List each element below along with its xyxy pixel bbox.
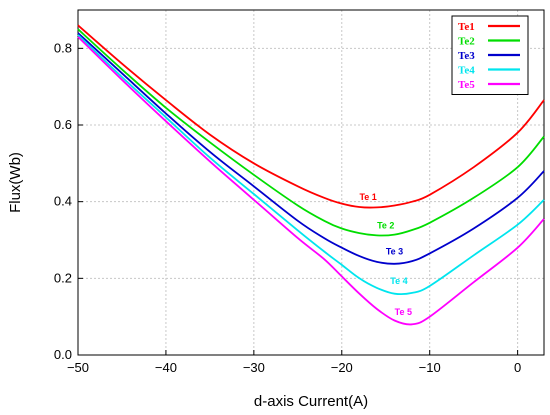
y-tick-label: 0.0: [54, 347, 72, 362]
series-line-te5: [77, 36, 545, 326]
x-tick-label: −50: [67, 360, 89, 375]
y-tick-label: 0.8: [54, 40, 72, 55]
x-tick-label: −20: [331, 360, 353, 375]
series-line-te1: [77, 24, 545, 209]
legend-label: Te1: [458, 21, 475, 33]
x-tick-label: −10: [419, 360, 441, 375]
y-tick-label: 0.2: [54, 270, 72, 285]
legend-label: Te3: [458, 50, 475, 62]
y-axis-label: Flux(Wb): [7, 152, 24, 213]
legend-label: Te2: [458, 36, 475, 48]
y-tick-label: 0.4: [54, 194, 72, 209]
x-tick-label: 0: [514, 360, 521, 375]
annotation-label: Te 3: [386, 247, 403, 257]
annotation-label: Te 2: [377, 221, 394, 231]
series-group: [77, 24, 545, 326]
x-tick-label: −30: [243, 360, 265, 375]
annotations: Te 1 Te 2 Te 3 Te 4 Te 5: [359, 192, 412, 317]
legend: Te1 Te2 Te3 Te4 Te5: [451, 15, 529, 95]
y-tick-label: 0.6: [54, 117, 72, 132]
annotation-label: Te 1: [359, 192, 376, 202]
annotation-label: Te 4: [390, 276, 407, 286]
series-line-te2: [77, 28, 545, 237]
plot-frame: [77, 9, 545, 356]
legend-label: Te5: [458, 79, 475, 91]
x-tick-label: −40: [155, 360, 177, 375]
axis-ticks: −50 −40 −30 −20 −10 0 0.0 0.2 0.4 0.6 0.8: [54, 40, 521, 375]
series-line-te3: [77, 32, 545, 265]
annotation-label: Te 5: [395, 307, 412, 317]
legend-label: Te4: [458, 65, 475, 77]
x-axis-label: d-axis Current(A): [254, 393, 368, 410]
series-line-te4: [77, 34, 545, 296]
